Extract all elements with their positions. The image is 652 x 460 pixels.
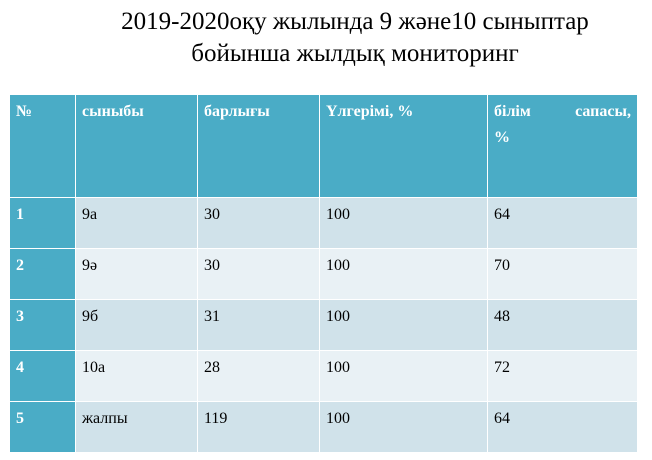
table-row: 1 9а 30 100 64 [9,197,638,249]
cell-progress: 100 [319,248,488,300]
header-no: № [9,94,76,198]
cell-no: 2 [9,248,76,300]
cell-quality: 72 [487,350,638,402]
table-row: 4 10а 28 100 72 [9,350,638,402]
cell-progress: 100 [319,350,488,402]
cell-no: 1 [9,197,76,249]
cell-class: 10а [75,350,198,402]
cell-class: 9ә [75,248,198,300]
cell-progress: 100 [319,299,488,351]
cell-total: 30 [197,197,320,249]
table-row: 2 9ә 30 100 70 [9,248,638,300]
table-row: 3 9б 31 100 48 [9,299,638,351]
cell-no: 4 [9,350,76,402]
title-line-1: 2019-2020оқу жылында 9 және10 сыныптар [121,8,589,35]
cell-class: жалпы [75,401,198,453]
cell-quality: 64 [487,401,638,453]
header-total: барлығы [197,94,320,198]
title-line-2: бойынша жылдық мониторинг [191,40,519,67]
cell-quality: 64 [487,197,638,249]
header-quality-word2: сапасы, [575,103,631,120]
table-row: 5 жалпы 119 100 64 [9,401,638,453]
cell-quality: 48 [487,299,638,351]
cell-progress: 100 [319,401,488,453]
cell-total: 28 [197,350,320,402]
cell-no: 3 [9,299,76,351]
cell-total: 30 [197,248,320,300]
cell-no: 5 [9,401,76,453]
page-title: 2019-2020оқу жылында 9 және10 сыныптар б… [60,6,650,70]
header-class: сыныбы [75,94,198,198]
cell-class: 9б [75,299,198,351]
table-header-row: № сыныбы барлығы Үлгерімі, % білім сапас… [9,94,638,198]
cell-progress: 100 [319,197,488,249]
monitoring-table: № сыныбы барлығы Үлгерімі, % білім сапас… [9,94,638,453]
header-quality-word1: білім [494,103,531,120]
header-progress: Үлгерімі, % [319,94,488,198]
cell-total: 119 [197,401,320,453]
header-quality-unit: % [494,129,510,146]
cell-total: 31 [197,299,320,351]
cell-class: 9а [75,197,198,249]
header-quality: білім сапасы, % [487,94,638,198]
cell-quality: 70 [487,248,638,300]
